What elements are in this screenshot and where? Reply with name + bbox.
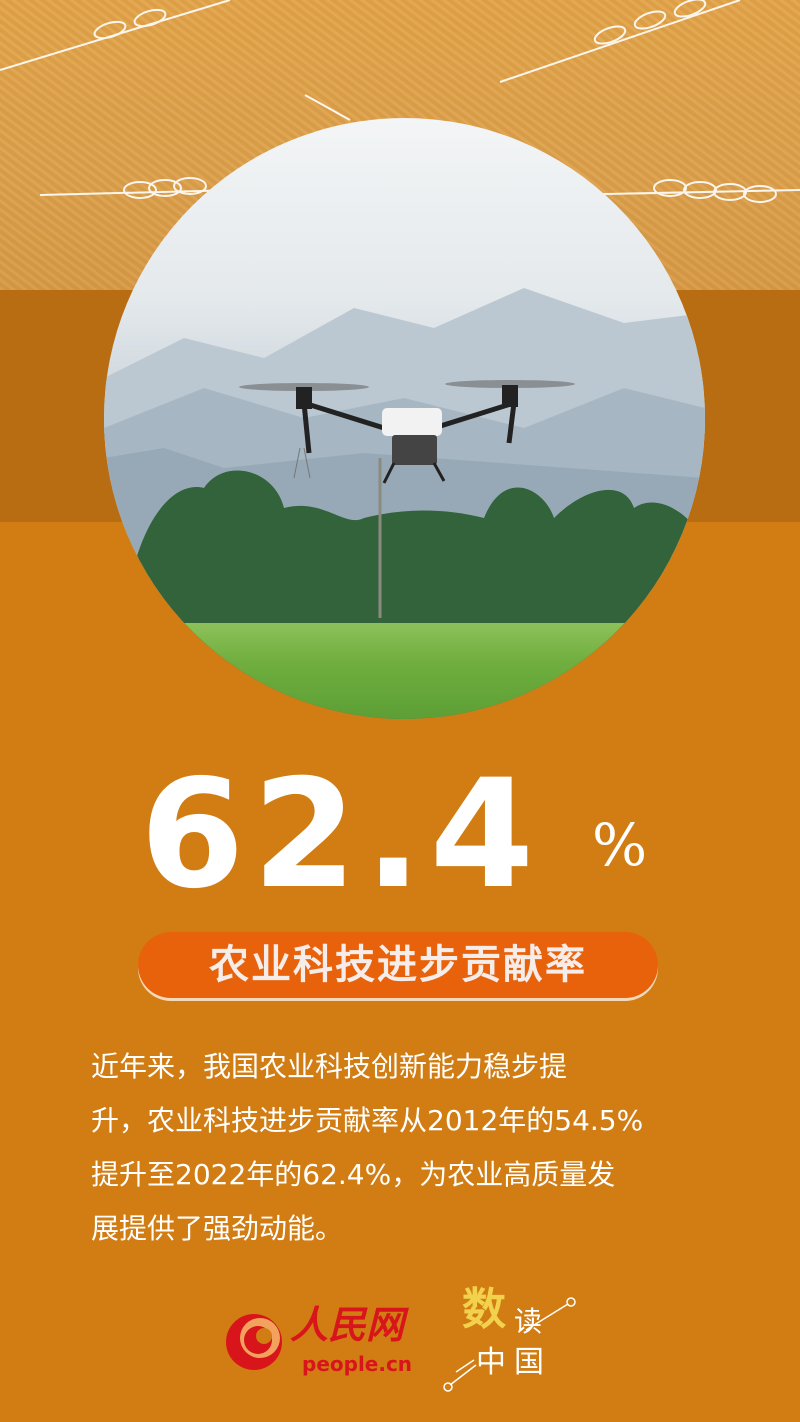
- logo-text: 人民网: [290, 1302, 405, 1347]
- body-line: 展提供了强劲动能。: [91, 1212, 344, 1245]
- people-logo-icon: [226, 1314, 282, 1370]
- headline-unit: %: [592, 811, 648, 879]
- wheat-decoration-icon: [0, 0, 800, 203]
- headline-value: 62.4: [140, 748, 543, 922]
- brand-decoration-icon: [443, 1297, 576, 1392]
- label-text: 农业科技进步贡献率: [209, 942, 587, 988]
- brand-zhongguo: 中国: [476, 1345, 552, 1380]
- body-text: 近年来，我国农业科技创新能力稳步提 升，农业科技进步贡献率从2012年的54.5…: [91, 1040, 751, 1256]
- body-line: 近年来，我国农业科技创新能力稳步提: [91, 1050, 568, 1083]
- rice-field: [104, 623, 705, 719]
- body-line: 升，农业科技进步贡献率从2012年的54.5%: [91, 1104, 644, 1137]
- brand-char-du: 读: [514, 1305, 543, 1338]
- logo-url: people.cn: [302, 1352, 413, 1376]
- drone-photo: [104, 118, 705, 719]
- body-line: 提升至2022年的62.4%，为农业高质量发: [91, 1158, 616, 1191]
- drone-icon: [239, 380, 575, 484]
- brand-char-shu: 数: [462, 1284, 506, 1335]
- label-pill: 农业科技进步贡献率: [138, 932, 658, 998]
